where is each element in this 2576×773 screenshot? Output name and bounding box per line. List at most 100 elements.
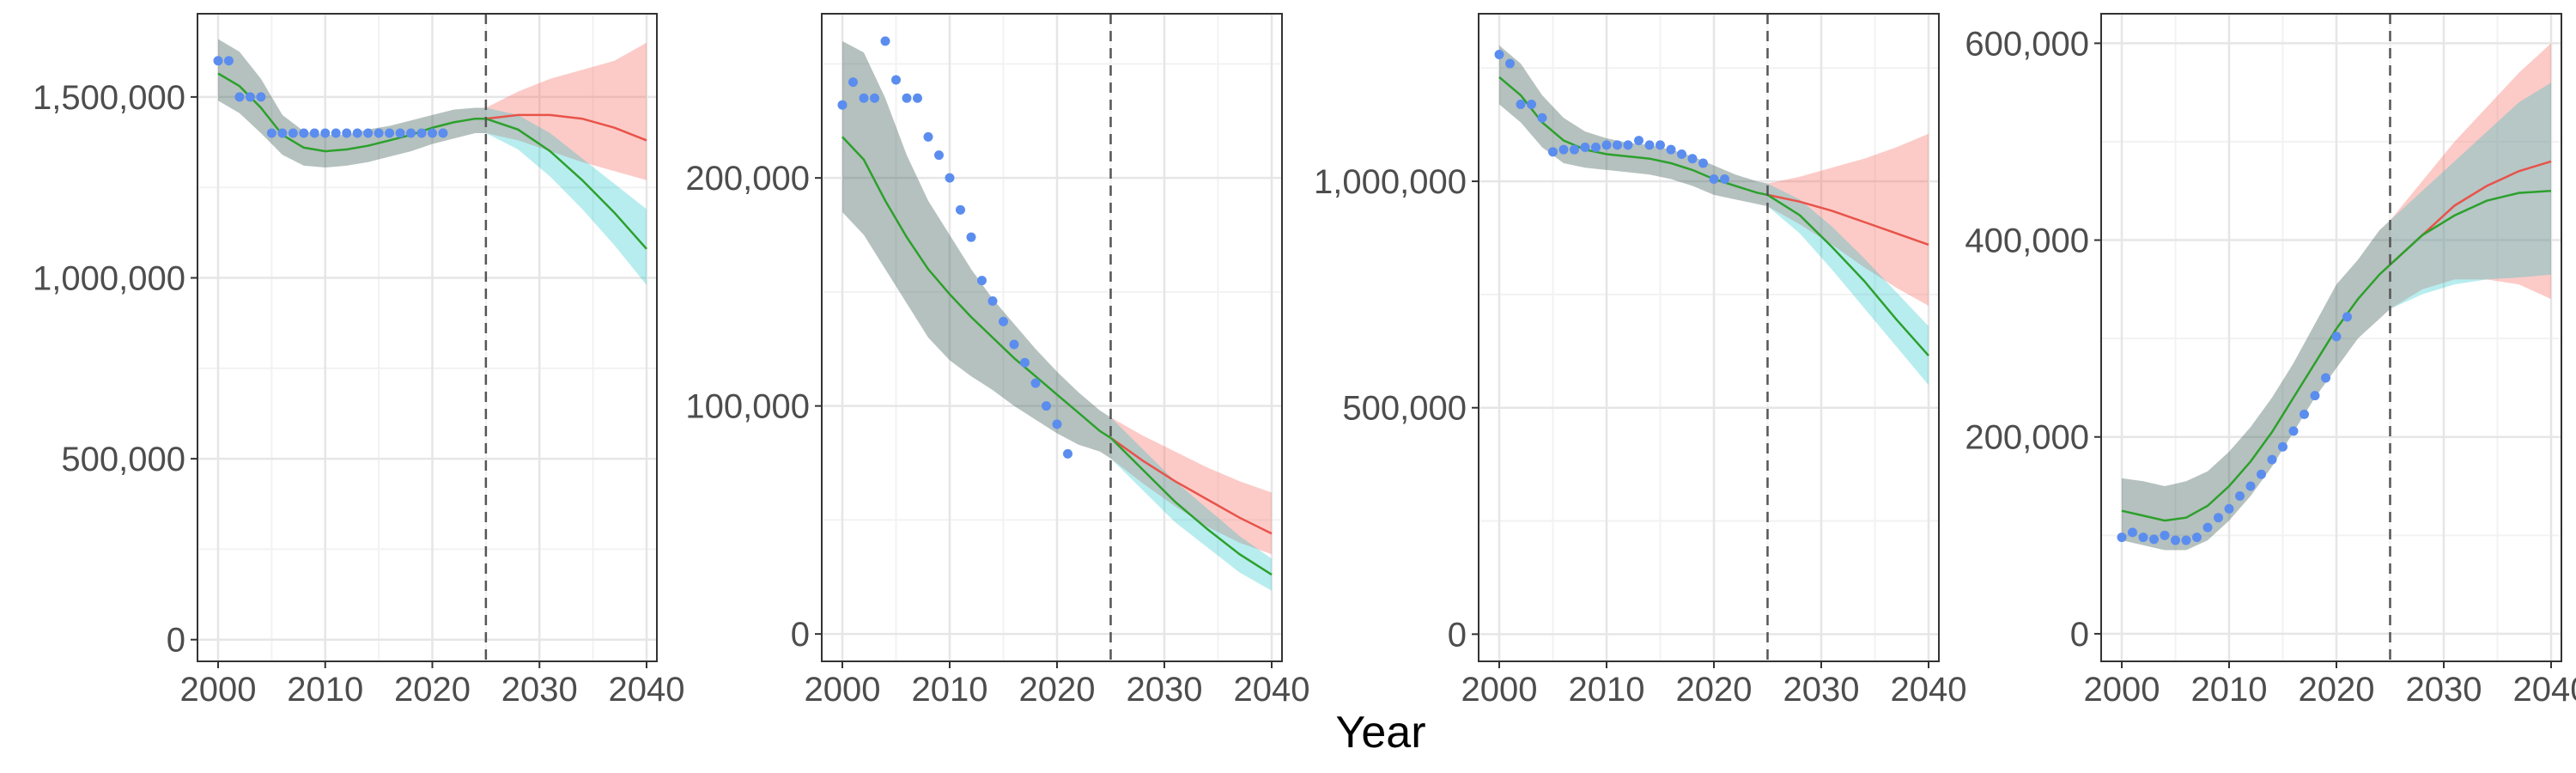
y-tick-label: 100,000: [685, 388, 810, 426]
fit-line: [1498, 76, 1929, 356]
x-axis: 2000 2010 2020 2030 2040: [1461, 661, 1966, 709]
y-tick-label: 0: [791, 616, 810, 654]
observed-point: [870, 93, 879, 103]
observed-point: [2321, 373, 2330, 383]
observed-point: [1009, 339, 1019, 350]
panel-4: 2000 2010 2020 2030 2040 0 200,000 400,000 600,0…: [1965, 13, 2576, 709]
observed-point: [1537, 113, 1547, 123]
major-gridlines: [1479, 14, 1939, 661]
observed-point: [2300, 409, 2309, 419]
observed-point: [2288, 426, 2299, 436]
observed-point: [2202, 522, 2213, 533]
minor-gridlines: [822, 14, 1282, 661]
red-scenario-band: [1110, 417, 1272, 555]
y-tick-label: 1,000,000: [33, 259, 185, 297]
y-axis: 0 500,000 1,000,000: [1314, 163, 1479, 654]
observed-point: [880, 36, 890, 46]
plot-background: [1479, 14, 1939, 661]
observed-point: [891, 75, 901, 85]
observed-point: [1644, 140, 1655, 150]
observed-point: [1494, 49, 1504, 59]
observed-point: [2267, 454, 2277, 465]
major-gridlines: [2101, 14, 2561, 661]
observed-point: [352, 128, 362, 138]
red-scenario-band: [2390, 43, 2551, 309]
major-gridlines: [822, 14, 1282, 661]
observed-point: [859, 93, 869, 103]
observed-point: [2342, 312, 2352, 322]
x-tick-label: 2030: [2406, 671, 2482, 709]
observed-point: [1677, 149, 1686, 159]
observed-point: [1030, 378, 1041, 388]
observed-point: [234, 92, 245, 102]
observed-point: [1063, 448, 1072, 459]
data-layer: [1494, 45, 1929, 386]
observed-point: [385, 128, 395, 138]
y-tick-label: 400,000: [1965, 222, 2089, 260]
observed-point: [2171, 535, 2180, 545]
x-tick-label: 2020: [394, 671, 471, 709]
observed-point: [2160, 530, 2170, 540]
observed-point: [288, 128, 298, 138]
observed-point: [2235, 490, 2245, 501]
observed-point: [320, 128, 331, 138]
observed-point: [416, 128, 427, 138]
observed-point: [923, 131, 933, 142]
observed-point: [438, 128, 448, 138]
observed-point: [256, 92, 266, 102]
panel-2: 2000 2010 2020 2030 2040 0 100,000 200,000: [685, 13, 1309, 709]
major-gridlines: [197, 14, 657, 661]
observed-point: [309, 128, 319, 138]
observed-point: [956, 204, 965, 215]
data-layer: [837, 36, 1273, 591]
observed-point: [2310, 391, 2320, 401]
y-tick-label: 1,500,000: [33, 79, 185, 117]
observed-point: [1666, 144, 1676, 155]
x-tick-label: 2000: [805, 671, 881, 709]
panel-3: 2000 2010 2020 2030 2040 0 500,000 1,000,000: [1314, 13, 1966, 709]
observed-point: [1601, 140, 1612, 150]
y-tick-label: 0: [167, 622, 185, 660]
observed-point: [2128, 527, 2137, 538]
observed-point: [945, 173, 955, 183]
x-tick-label: 2020: [1676, 671, 1753, 709]
y-tick-label: 500,000: [61, 441, 185, 478]
observed-point: [331, 128, 341, 138]
panels: 2000 2010 2020 2030 2040 0 500,000 1,000,000 1,5…: [33, 13, 2576, 709]
observed-point: [1548, 147, 1558, 157]
panel-border: [197, 13, 658, 662]
x-tick-label: 2010: [2191, 671, 2268, 709]
x-tick-label: 2040: [609, 671, 685, 709]
observed-point: [395, 128, 405, 138]
observed-point: [1591, 143, 1601, 153]
observed-point: [2257, 469, 2266, 479]
panel-border: [2100, 13, 2562, 662]
red-scenario-band: [485, 42, 647, 180]
observed-point: [2192, 533, 2202, 543]
red-scenario-line: [485, 113, 647, 142]
y-tick-label: 0: [1448, 616, 1467, 654]
observed-point: [848, 77, 858, 88]
observed-point: [1516, 99, 1526, 109]
y-tick-label: 0: [2070, 616, 2089, 654]
x-tick-label: 2000: [2084, 671, 2160, 709]
data-layer: [213, 39, 647, 285]
observed-points: [837, 36, 1072, 459]
observed-point: [977, 276, 987, 286]
observed-point: [987, 296, 998, 307]
observed-point: [1020, 357, 1030, 368]
panel-1: 2000 2010 2020 2030 2040 0 500,000 1,000,000 1,5…: [33, 13, 685, 709]
fit-line: [841, 136, 1273, 576]
observed-point: [1042, 401, 1051, 411]
x-axis: 2000 2010 2020 2030 2040: [805, 661, 1309, 709]
red-scenario-line: [1767, 193, 1929, 247]
x-tick-label: 2010: [287, 671, 363, 709]
observed-point: [1558, 144, 1569, 155]
cyan-scenario-band: [485, 107, 647, 285]
observed-point: [277, 128, 288, 138]
observed-point: [1613, 140, 1622, 150]
y-tick-label: 500,000: [1342, 390, 1467, 428]
y-tick-label: 200,000: [1965, 419, 2089, 457]
plot-background: [822, 14, 1282, 661]
